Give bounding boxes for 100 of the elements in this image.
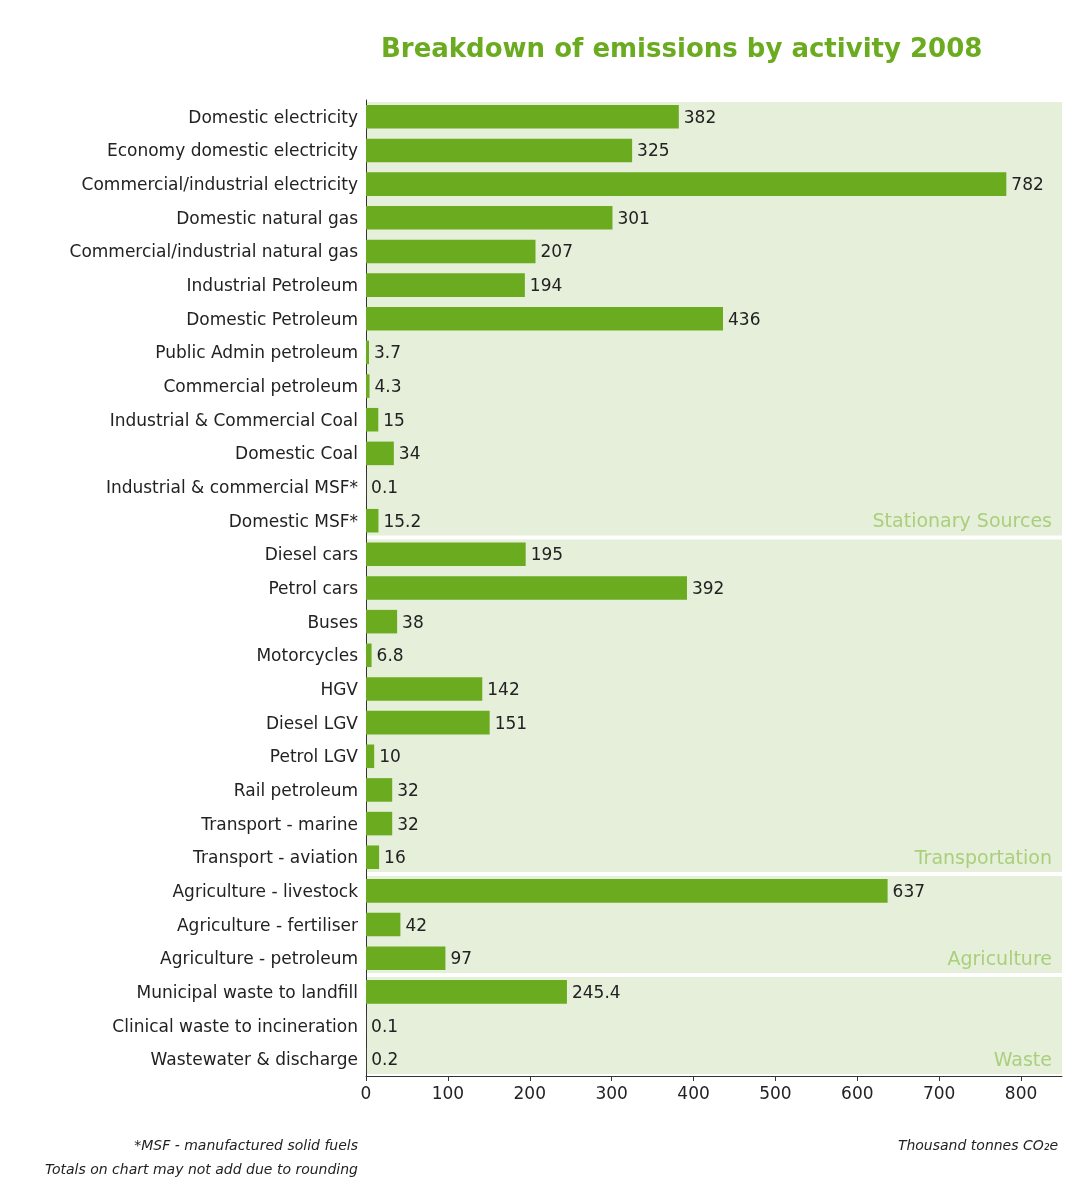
bar (366, 710, 490, 735)
bar (366, 811, 393, 836)
y-tick-label: Buses (307, 611, 359, 632)
band-label: Stationary Sources (872, 509, 1052, 532)
y-tick-label: Diesel LGV (266, 712, 359, 733)
x-axis-title: Thousand tonnes CO₂e (897, 1137, 1058, 1153)
bar (366, 441, 394, 466)
bar (366, 744, 375, 769)
data-label: 32 (397, 779, 419, 800)
data-label: 142 (487, 678, 520, 699)
chart-title: Breakdown of emissions by activity 2008 (381, 33, 983, 63)
bar (366, 845, 380, 870)
band-label: Waste (993, 1047, 1052, 1070)
y-tick-label: Commercial petroleum (163, 376, 358, 397)
y-tick-label: Economy domestic electricity (106, 140, 358, 161)
data-label: 382 (683, 106, 717, 127)
y-tick-label: Domestic Petroleum (186, 308, 358, 329)
y-tick-label: Domestic natural gas (176, 207, 359, 228)
data-label: 637 (892, 880, 926, 901)
text: *MSF - manufactured solid fuels (134, 1137, 358, 1153)
bar (366, 912, 401, 937)
bar (366, 306, 724, 331)
y-tick-label: Domestic MSF* (228, 510, 358, 531)
bar (366, 508, 379, 533)
data-label: 325 (637, 140, 670, 161)
y-tick-label: Motorcycles (256, 645, 359, 666)
data-label: 4.3 (374, 376, 402, 397)
bar (366, 643, 372, 668)
data-label: 301 (617, 207, 650, 228)
y-tick-label: Commercial/industrial electricity (81, 174, 358, 195)
data-label: 0.2 (371, 1049, 399, 1070)
x-tick-label: 500 (759, 1082, 792, 1103)
x-tick-label: 100 (431, 1082, 465, 1103)
bar (366, 206, 613, 230)
y-tick-label: Agriculture - livestock (172, 880, 359, 901)
bar (366, 239, 536, 264)
x-tick-label: 800 (1004, 1082, 1038, 1103)
y-tick-label: Domestic electricity (188, 106, 358, 127)
y-tick-label: Rail petroleum (233, 779, 358, 800)
bar (366, 105, 679, 129)
text: Totals on chart may not add due to rounding (45, 1161, 359, 1177)
band-label: Transportation (913, 845, 1052, 868)
y-tick-label: Transport - aviation (192, 847, 358, 868)
x-tick-label: 600 (841, 1082, 874, 1103)
data-label: 3.7 (374, 342, 402, 363)
data-label: 16 (384, 847, 406, 868)
data-label: 15.2 (383, 510, 422, 531)
bar (366, 138, 633, 163)
bar (366, 340, 370, 365)
data-label: 15 (383, 409, 405, 430)
y-tick-label: Domestic Coal (235, 443, 358, 464)
data-label: 151 (494, 712, 528, 733)
data-label: 6.8 (376, 645, 404, 666)
data-label: 38 (402, 611, 424, 632)
y-tick-label: Industrial Petroleum (186, 275, 358, 296)
data-label: 436 (728, 308, 761, 329)
data-label: 97 (450, 948, 473, 969)
y-tick-label: Industrial & commercial MSF* (105, 477, 358, 498)
bar (366, 172, 1007, 196)
y-tick-label: Petrol cars (268, 578, 359, 598)
data-label: 782 (1011, 174, 1044, 195)
x-tick-label: 400 (677, 1082, 710, 1103)
x-tick-label: 700 (922, 1082, 956, 1103)
bar (366, 374, 370, 398)
bar (366, 407, 379, 432)
y-tick-label: Agriculture - fertiliser (176, 914, 358, 935)
y-tick-label: Clinical waste to incineration (112, 1015, 358, 1036)
y-tick-label: Municipal waste to landfill (136, 981, 358, 1002)
bar (366, 946, 446, 970)
bar (366, 980, 567, 1004)
y-tick-label: Wastewater & discharge (150, 1049, 358, 1070)
data-label: 207 (540, 241, 573, 262)
y-tick-label: Agriculture - petroleum (160, 948, 358, 969)
data-label: 10 (379, 746, 401, 767)
data-label: 34 (398, 443, 421, 464)
bar (366, 542, 526, 567)
bar (366, 677, 483, 701)
y-tick-label: Commercial/industrial natural gas (69, 241, 359, 262)
data-label: 392 (691, 578, 725, 598)
data-label: 194 (529, 275, 563, 296)
x-tick-label: 200 (513, 1082, 546, 1103)
bar (366, 778, 393, 802)
data-label: 32 (397, 813, 419, 834)
x-tick-label: 300 (595, 1082, 628, 1103)
bar (366, 273, 525, 297)
data-label: 0.1 (371, 477, 399, 498)
y-tick-label: Industrial & Commercial Coal (109, 409, 358, 430)
data-label: 42 (405, 914, 428, 935)
y-tick-label: Transport - marine (200, 813, 358, 834)
bar (366, 576, 687, 600)
data-label: 0.1 (371, 1015, 399, 1036)
data-label: 245.4 (571, 981, 621, 1002)
band-label: Agriculture (947, 946, 1052, 969)
y-tick-label: Petrol LGV (269, 746, 359, 767)
bar (366, 609, 398, 634)
y-tick-label: Public Admin petroleum (155, 342, 358, 363)
y-tick-label: HGV (320, 678, 359, 699)
data-label: 195 (530, 544, 564, 565)
bar (366, 879, 888, 903)
y-tick-label: Diesel cars (264, 544, 359, 565)
